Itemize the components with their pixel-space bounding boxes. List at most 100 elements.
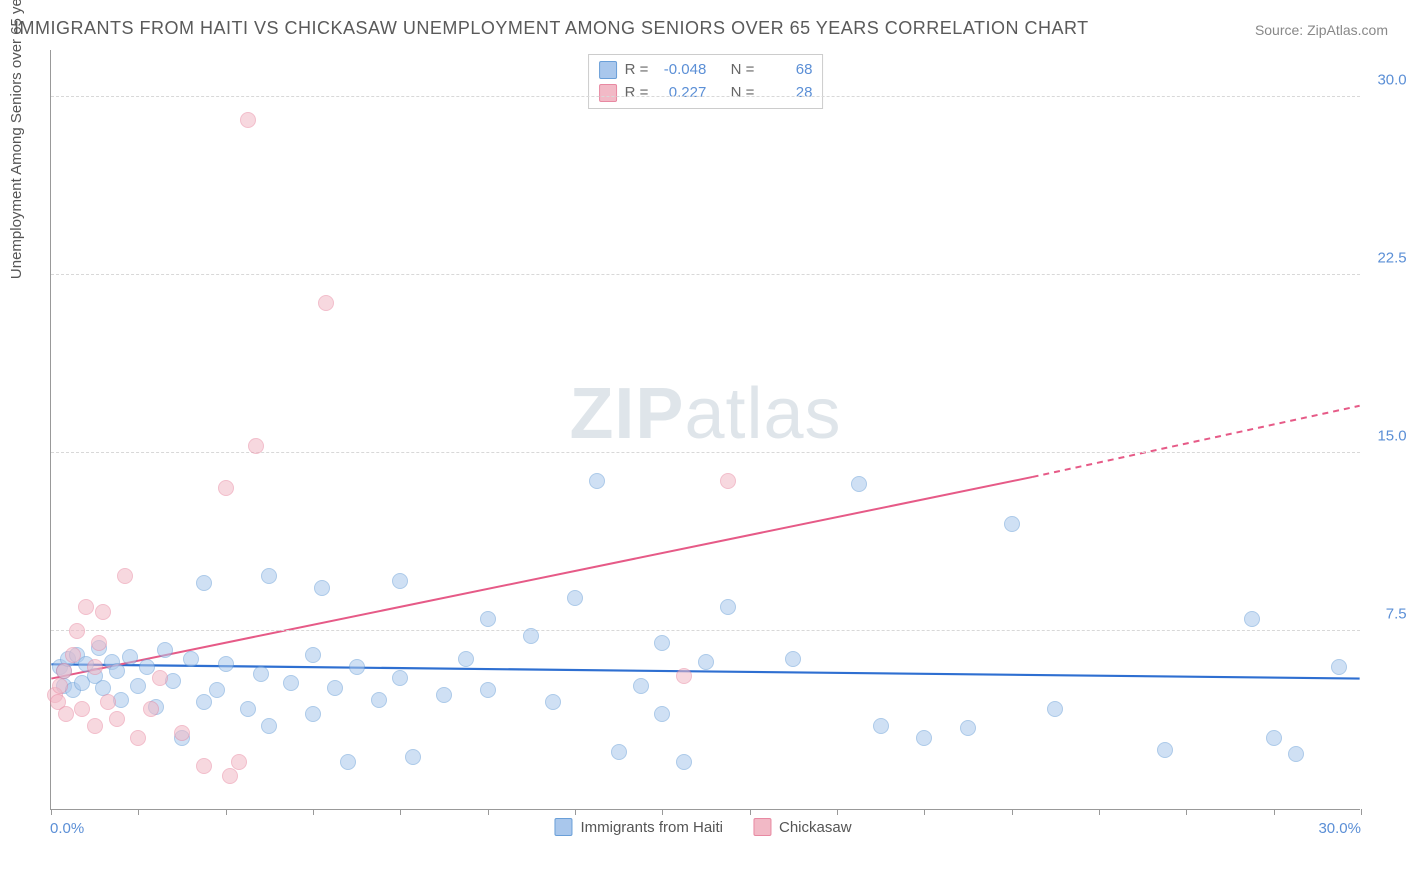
legend-n-label: N = [731,59,755,82]
legend-stat-row: R =0.227 N =28 [599,82,813,105]
scatter-point [567,590,583,606]
legend-n-value: 68 [762,59,812,82]
x-tick [924,809,925,815]
legend-swatch [753,818,771,836]
watermark: ZIPatlas [569,373,841,455]
scatter-point [392,670,408,686]
scatter-point [122,649,138,665]
scatter-point [873,718,889,734]
scatter-point [139,659,155,675]
scatter-point [698,654,714,670]
legend-n-label: N = [731,82,755,105]
scatter-point [720,473,736,489]
y-tick-label: 30.0% [1365,71,1406,88]
plot-area: R =-0.048 N =68R =0.227 N =28 ZIPatlas 7… [50,50,1360,810]
scatter-point [174,725,190,741]
scatter-point [56,663,72,679]
scatter-point [327,680,343,696]
scatter-point [851,476,867,492]
scatter-point [69,623,85,639]
scatter-point [183,651,199,667]
y-tick-label: 7.5% [1365,605,1406,622]
scatter-point [87,659,103,675]
legend-r-label: R = [625,59,649,82]
scatter-point [100,694,116,710]
scatter-point [240,701,256,717]
scatter-point [143,701,159,717]
scatter-point [1157,742,1173,758]
scatter-point [305,706,321,722]
scatter-point [1288,746,1304,762]
scatter-point [480,611,496,627]
trend-line [1033,406,1360,477]
scatter-point [1266,730,1282,746]
scatter-point [74,701,90,717]
scatter-point [95,604,111,620]
scatter-point [152,670,168,686]
scatter-point [196,694,212,710]
x-tick [1186,809,1187,815]
scatter-point [91,635,107,651]
scatter-point [392,573,408,589]
scatter-point [231,754,247,770]
x-tick [51,809,52,815]
legend-r-value: 0.227 [656,82,706,105]
scatter-point [305,647,321,663]
scatter-point [314,580,330,596]
scatter-point [1047,701,1063,717]
x-tick [575,809,576,815]
scatter-point [196,575,212,591]
legend-swatch [599,61,617,79]
scatter-point [436,687,452,703]
scatter-point [58,706,74,722]
scatter-point [209,682,225,698]
scatter-point [218,480,234,496]
scatter-point [633,678,649,694]
chart-title: IMMIGRANTS FROM HAITI VS CHICKASAW UNEMP… [14,18,1089,39]
scatter-point [248,438,264,454]
x-tick [662,809,663,815]
scatter-point [157,642,173,658]
scatter-point [523,628,539,644]
scatter-point [458,651,474,667]
x-axis-max-label: 30.0% [1318,820,1361,837]
legend-series-label: Chickasaw [779,819,852,836]
scatter-point [405,749,421,765]
scatter-point [240,112,256,128]
scatter-point [253,666,269,682]
scatter-point [916,730,932,746]
scatter-point [109,711,125,727]
scatter-point [196,758,212,774]
x-tick [1012,809,1013,815]
y-tick-label: 22.5% [1365,249,1406,266]
x-tick [313,809,314,815]
legend-r-value: -0.048 [656,59,706,82]
legend-swatch [599,84,617,102]
grid-line [51,96,1360,97]
scatter-point [222,768,238,784]
x-axis-min-label: 0.0% [50,820,84,837]
watermark-prefix: ZIP [569,374,684,454]
scatter-point [283,675,299,691]
source-attribution: Source: ZipAtlas.com [1255,22,1388,38]
scatter-point [654,706,670,722]
x-tick [400,809,401,815]
legend-swatch [554,818,572,836]
y-tick-label: 15.0% [1365,427,1406,444]
scatter-point [340,754,356,770]
scatter-point [261,568,277,584]
source-label: Source: [1255,22,1303,38]
grid-line [51,452,1360,453]
scatter-point [1004,516,1020,532]
scatter-point [589,473,605,489]
scatter-point [109,663,125,679]
scatter-point [1331,659,1347,675]
scatter-point [545,694,561,710]
scatter-point [676,668,692,684]
scatter-point [720,599,736,615]
scatter-point [318,295,334,311]
scatter-point [349,659,365,675]
scatter-point [654,635,670,651]
grid-line [51,274,1360,275]
scatter-point [480,682,496,698]
